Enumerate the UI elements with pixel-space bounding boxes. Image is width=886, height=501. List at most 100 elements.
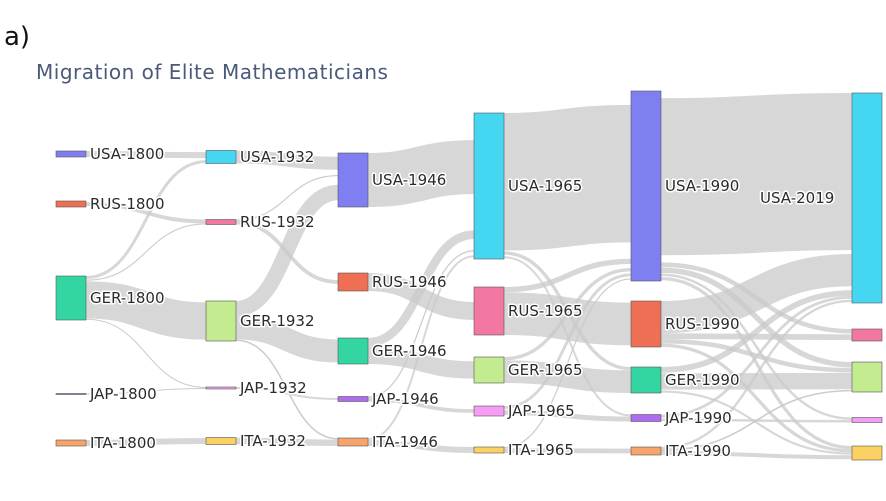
node-rus-2019 <box>851 328 883 342</box>
node-label-jap-1965: JAP-1965 <box>507 402 575 420</box>
flow-ger-1800-to-usa-1932 <box>85 160 207 279</box>
flow-usa-1946-to-usa-1965 <box>367 140 475 207</box>
node-rus-1932 <box>205 219 237 225</box>
chart-title: Migration of Elite Mathematicians <box>36 60 389 84</box>
flow-usa-1800-to-usa-1932 <box>85 151 207 159</box>
flow-usa-1990-to-ita-2019 <box>660 277 853 450</box>
node-jap-1932 <box>205 386 237 390</box>
flow-ger-1800-to-rus-1932 <box>85 223 207 281</box>
node-ita-2019 <box>851 445 883 461</box>
node-label-ger-1946: GER-1946 <box>372 342 447 360</box>
node-usa-1800 <box>55 150 87 158</box>
node-label-usa-1800: USA-1800 <box>90 145 164 163</box>
flow-ger-1932-to-usa-1946 <box>234 184 340 317</box>
node-label-ita-1932: ITA-1932 <box>240 432 306 450</box>
flow-rus-1800-to-rus-1932 <box>85 202 207 224</box>
node-ger-1932 <box>205 300 237 342</box>
flow-rus-1990-to-ita-2019 <box>660 343 853 453</box>
node-usa-1990 <box>630 90 662 282</box>
flow-ita-1990-to-usa-2019 <box>660 299 853 450</box>
node-label-usa-2019: USA-2019 <box>760 189 834 207</box>
node-label-usa-1990: USA-1990 <box>665 177 739 195</box>
node-label-ger-1990: GER-1990 <box>665 371 740 389</box>
flow-ita-1965-to-usa-1990 <box>503 278 632 449</box>
node-label-ger-1965: GER-1965 <box>508 361 583 379</box>
flow-jap-1965-to-usa-1990 <box>503 273 632 409</box>
node-label-usa-1946: USA-1946 <box>372 171 446 189</box>
node-label-ger-1800: GER-1800 <box>90 289 165 307</box>
flow-ger-1800-to-jap-1932 <box>85 318 207 388</box>
node-ita-1965 <box>473 446 505 454</box>
flow-ita-1946-to-usa-1965 <box>367 255 475 440</box>
flow-ita-1990-to-ger-2019 <box>660 389 853 451</box>
node-ger-1990 <box>630 366 662 394</box>
flow-ger-1932-to-ger-1946 <box>235 316 339 363</box>
node-ita-1932 <box>205 437 237 445</box>
flow-ita-1932-to-ita-1946 <box>235 437 339 446</box>
flow-ger-1965-to-ger-1990 <box>503 360 632 394</box>
flow-ger-1990-to-ita-2019 <box>660 390 853 455</box>
flow-jap-1932-to-jap-1946 <box>235 387 339 400</box>
flow-ger-1965-to-usa-1990 <box>503 267 632 361</box>
node-label-ita-1946: ITA-1946 <box>372 433 438 451</box>
flow-ger-1932-to-ita-1946 <box>235 339 339 440</box>
node-jap-1965 <box>473 405 505 417</box>
node-usa-1946 <box>337 152 369 208</box>
labels-layer: USA-1800 RUS-1800 GER-1800 JAP-1800 ITA-1800… <box>88 144 836 462</box>
node-ger-1946 <box>337 337 369 365</box>
node-usa-1932 <box>205 150 237 164</box>
node-ita-1800 <box>55 439 87 447</box>
flow-rus-1932-to-usa-1946 <box>235 175 339 221</box>
node-label-rus-1965: RUS-1965 <box>508 302 583 320</box>
node-rus-1965 <box>473 286 505 336</box>
node-label-jap-1800: JAP-1800 <box>89 385 157 403</box>
node-label-usa-1965: USA-1965 <box>508 177 582 195</box>
flow-rus-1990-to-usa-2019 <box>660 254 853 334</box>
node-jap-1990 <box>630 414 662 422</box>
flow-ger-1946-to-usa-1965 <box>367 230 475 347</box>
flow-jap-1946-to-usa-1965 <box>367 250 475 398</box>
flow-usa-1990-to-usa-2019 <box>660 92 853 256</box>
links-layer <box>85 92 853 460</box>
node-label-rus-1946: RUS-1946 <box>372 273 447 291</box>
nodes-layer <box>55 90 883 461</box>
flow-ita-1990-to-ita-2019 <box>660 451 853 460</box>
node-jap-1946 <box>337 396 369 402</box>
node-usa-2019 <box>851 92 883 304</box>
node-label-ger-1932: GER-1932 <box>240 312 315 330</box>
node-ita-1946 <box>337 437 369 447</box>
flow-ita-1946-to-ita-1965 <box>367 440 475 453</box>
node-label-ita-1965: ITA-1965 <box>508 441 574 459</box>
flow-ger-1990-to-usa-2019 <box>660 290 853 373</box>
node-label-rus-1990: RUS-1990 <box>665 315 740 333</box>
flow-ger-1946-to-ger-1965 <box>367 346 475 379</box>
flow-rus-1990-to-rus-2019 <box>660 333 853 341</box>
flow-jap-1946-to-jap-1965 <box>367 397 475 413</box>
flow-jap-1965-to-jap-1990 <box>503 409 632 422</box>
panel-label: a) <box>4 22 31 52</box>
node-rus-1800 <box>55 200 87 208</box>
node-label-ita-1990: ITA-1990 <box>665 442 731 460</box>
flow-usa-1965-to-usa-1990 <box>503 104 632 251</box>
node-ger-1965 <box>473 356 505 384</box>
node-rus-1990 <box>630 300 662 348</box>
node-jap-1800 <box>55 393 87 395</box>
node-ger-1800 <box>55 275 87 321</box>
flow-usa-1990-to-jap-2019 <box>660 273 853 420</box>
flow-rus-1965-to-usa-1990 <box>503 258 632 293</box>
node-label-jap-1990: JAP-1990 <box>664 409 732 427</box>
flow-rus-1965-to-rus-1990 <box>503 292 632 346</box>
node-label-rus-1932: RUS-1932 <box>240 213 315 231</box>
node-ita-1990 <box>630 446 662 456</box>
node-usa-1965 <box>473 112 505 260</box>
flow-ita-1800-to-ita-1932 <box>85 438 207 446</box>
node-label-ita-1800: ITA-1800 <box>90 434 156 452</box>
flow-jap-1800-to-jap-1932 <box>85 388 207 395</box>
flow-usa-1990-to-ger-2019 <box>660 267 853 368</box>
flow-usa-1932-to-usa-1946 <box>235 150 339 170</box>
flow-ger-1800-to-ger-1932 <box>85 281 207 340</box>
node-label-jap-1932: JAP-1932 <box>239 379 307 397</box>
node-label-jap-1946: JAP-1946 <box>371 390 439 408</box>
node-label-rus-1800: RUS-1800 <box>90 195 165 213</box>
node-label-usa-1932: USA-1932 <box>240 148 314 166</box>
